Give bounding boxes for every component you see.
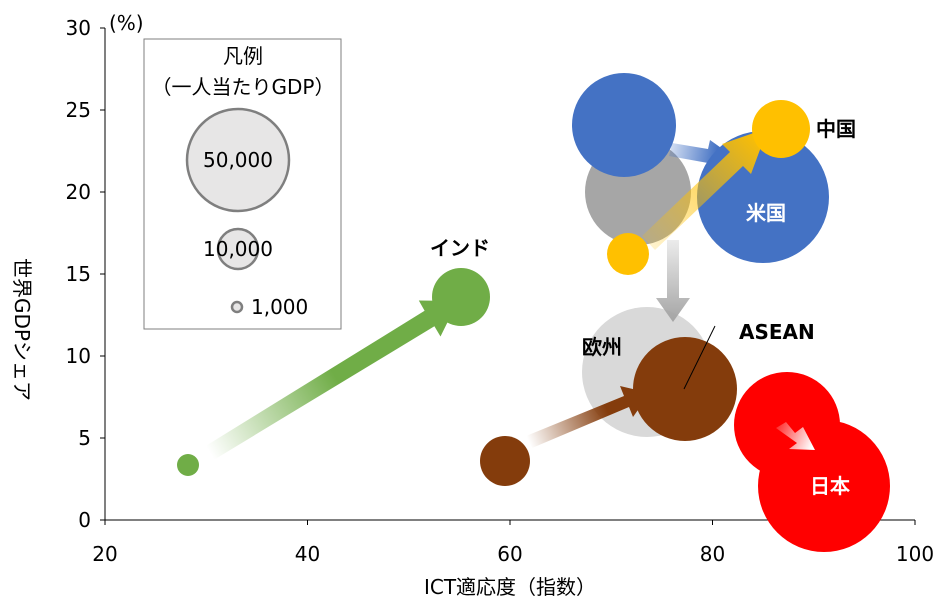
label-japan: 日本 xyxy=(810,474,850,498)
legend-title-line2: （一人当たりGDP） xyxy=(152,75,335,99)
asean-leader-line xyxy=(683,325,716,390)
x-tick-label: 80 xyxy=(700,542,725,566)
y-tick-label: 0 xyxy=(78,508,91,532)
label-china: 中国 xyxy=(816,117,856,141)
y-tick-label: 5 xyxy=(78,426,91,450)
x-tick-label: 20 xyxy=(92,542,117,566)
legend-bubble-10000 xyxy=(216,227,260,271)
plot-area: インド 欧州 米国 中国 ASEAN 日本 xyxy=(177,73,890,552)
legend-label-10000: 10,000 xyxy=(203,237,273,261)
y-tick-label: 20 xyxy=(66,180,91,204)
arrow-india xyxy=(203,300,458,461)
bubble-asean-before xyxy=(480,436,530,486)
legend-title-line1: 凡例 xyxy=(223,44,263,68)
legend: 凡例 （一人当たりGDP） 50,000 10,000 1,000 xyxy=(143,38,342,330)
legend-bubble-50000 xyxy=(185,107,291,213)
x-tick-label: 60 xyxy=(497,542,522,566)
y-unit-label: (%) xyxy=(109,11,144,35)
legend-label-50000: 50,000 xyxy=(203,148,273,172)
arrow-japan xyxy=(776,422,815,450)
label-india: インド xyxy=(430,236,490,260)
bubble-japan-after xyxy=(758,420,890,552)
x-tick-label: 100 xyxy=(896,542,934,566)
bubble-asean-after xyxy=(633,337,737,441)
legend-bubble-1000 xyxy=(230,300,244,314)
y-axis-title: 世界GDPシェア xyxy=(10,258,34,401)
bubble-india-before xyxy=(177,454,199,476)
bubble-china-after xyxy=(752,100,810,158)
y-tick-label: 15 xyxy=(66,262,91,286)
arrow-europe xyxy=(656,240,690,322)
bubble-india-after xyxy=(432,268,490,326)
y-tick-label: 30 xyxy=(66,16,91,40)
y-tick-label: 10 xyxy=(66,344,91,368)
bubble-us-before xyxy=(572,73,676,177)
label-us: 米国 xyxy=(746,201,786,225)
legend-label-1000: 1,000 xyxy=(251,295,308,319)
arrow-asean xyxy=(526,386,650,448)
label-asean: ASEAN xyxy=(739,320,815,344)
label-europe: 欧州 xyxy=(582,335,622,359)
bubble-china-before xyxy=(607,233,649,275)
arrow-china xyxy=(642,128,768,250)
y-axis: 0 5 10 15 20 25 30 (%) 世界GDPシェア xyxy=(10,11,144,532)
x-tick-label: 40 xyxy=(295,542,320,566)
x-axis: 20 40 60 80 100 ICT適応度（指数） xyxy=(92,519,934,599)
y-tick-label: 25 xyxy=(66,98,91,122)
x-axis-title: ICT適応度（指数） xyxy=(424,575,596,599)
